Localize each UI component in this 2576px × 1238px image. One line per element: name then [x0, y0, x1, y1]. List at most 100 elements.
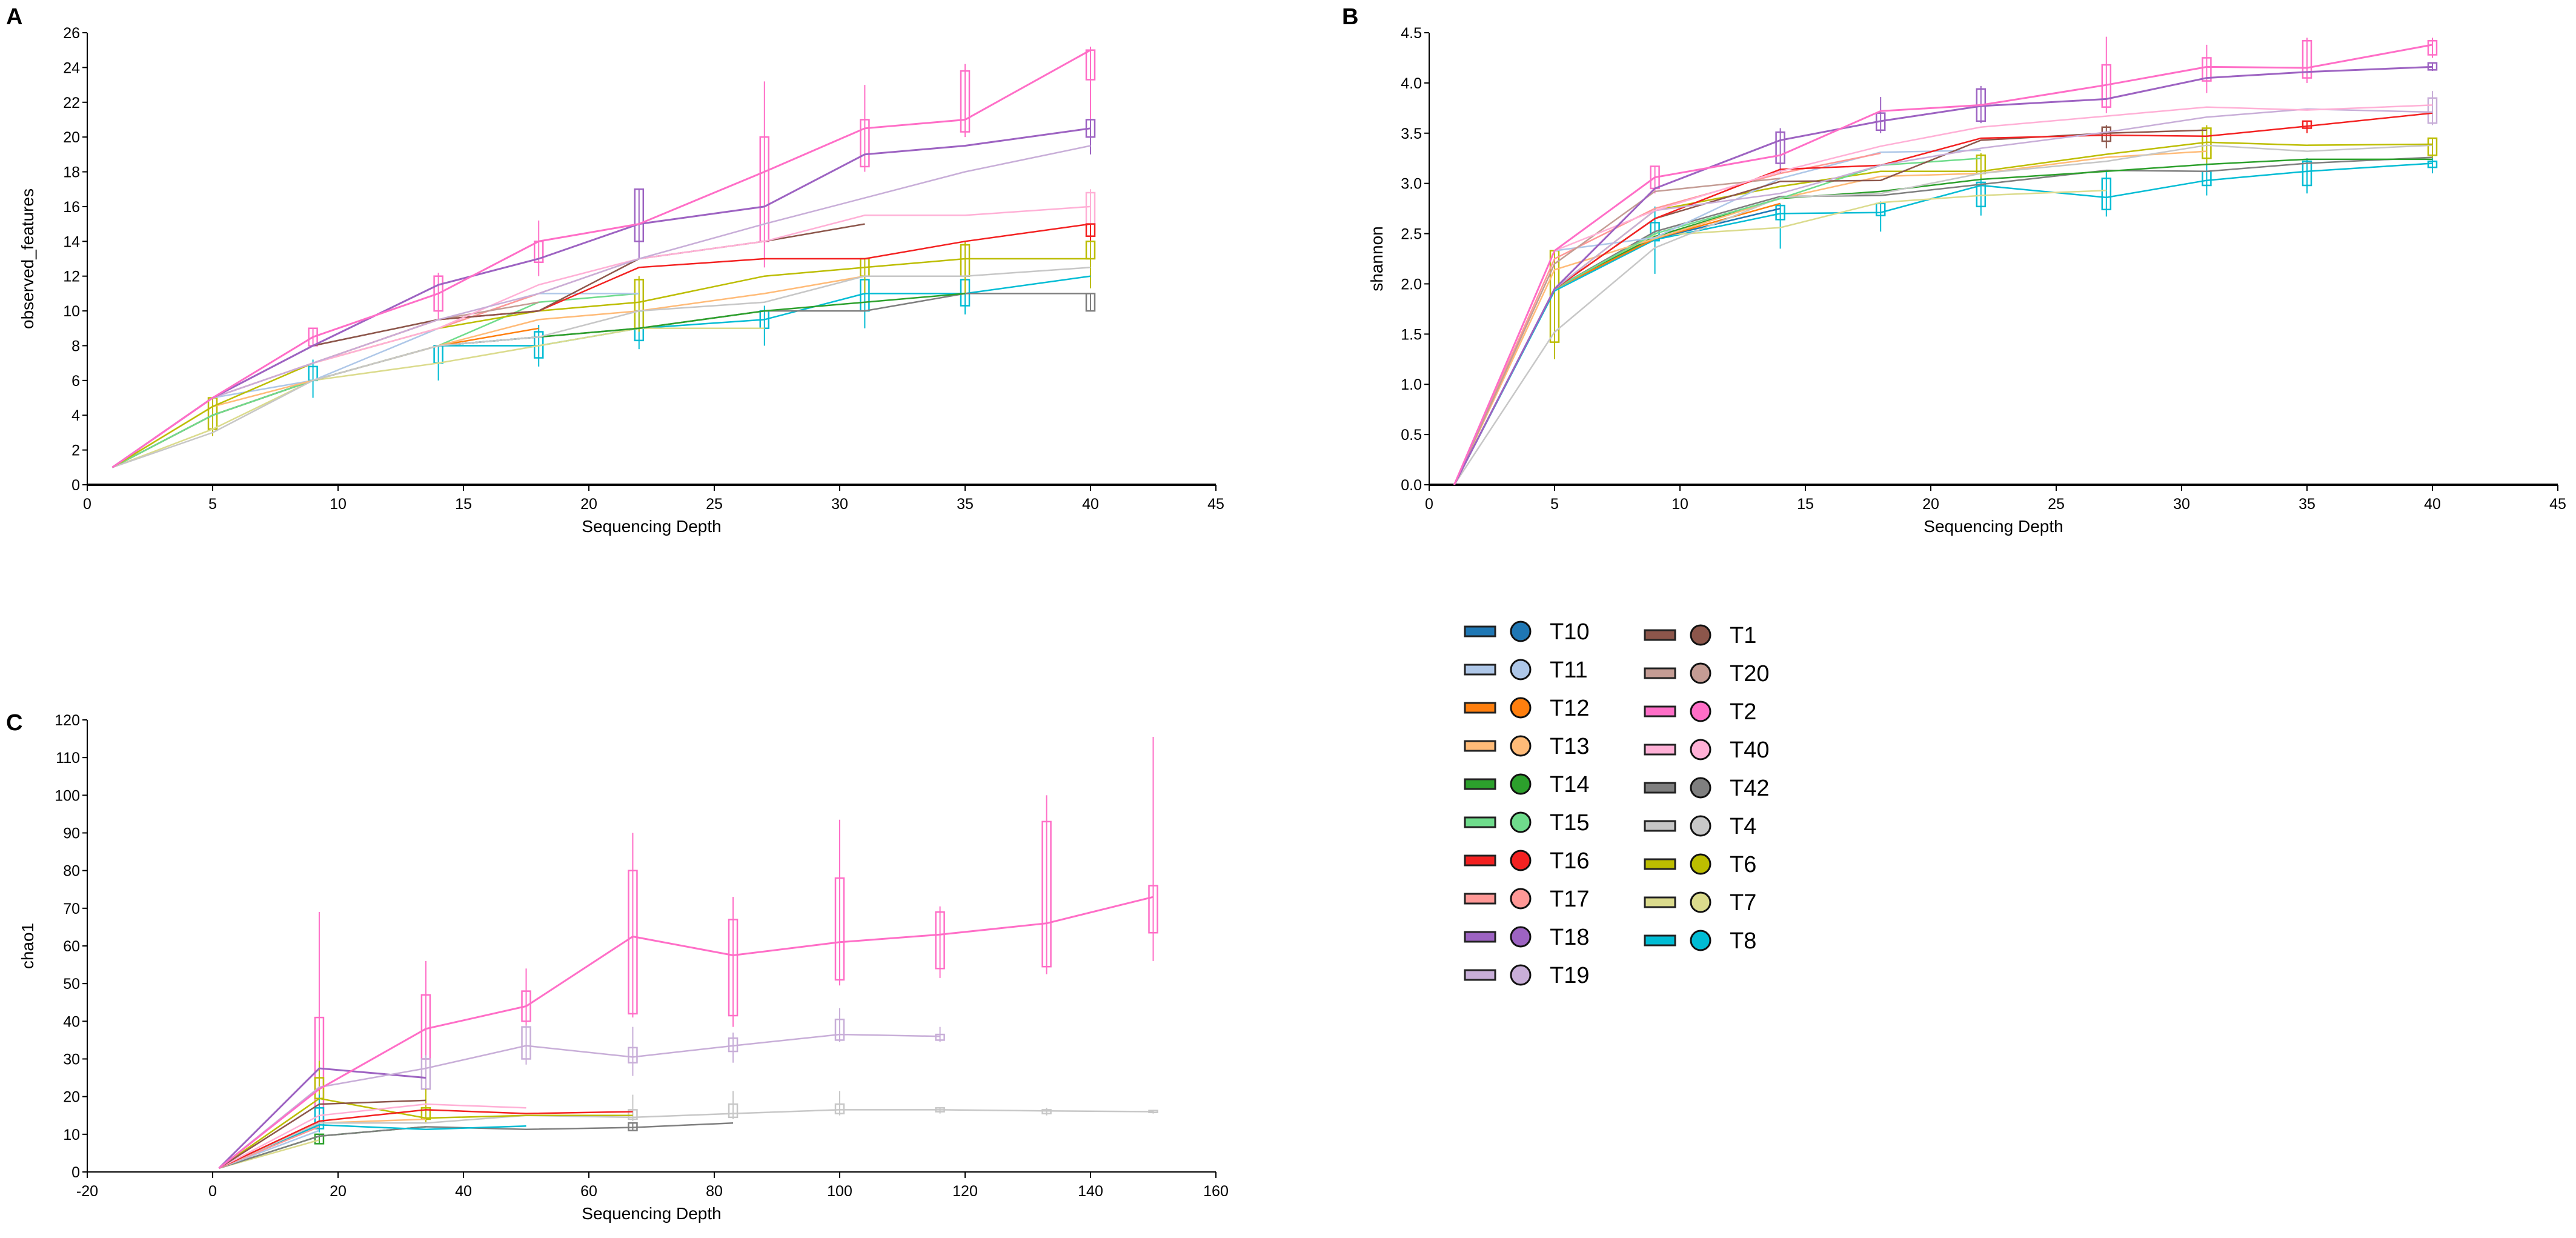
- legend-marker-T11: [1510, 659, 1532, 681]
- x-tick-label: 40: [455, 1183, 472, 1200]
- x-tick-label: 10: [330, 496, 347, 513]
- y-tick-label: 3.0: [1401, 176, 1422, 193]
- series-line-T16: [1453, 112, 2433, 485]
- x-tick-label: 35: [2299, 496, 2315, 513]
- legend-item-T13: T13: [1464, 734, 1589, 759]
- box-T4: [834, 1103, 845, 1114]
- series-line-T16: [218, 1109, 633, 1169]
- series-line-T8: [218, 1124, 526, 1169]
- y-tick-label: 10: [63, 1127, 80, 1143]
- legend-swatch-T12: [1464, 702, 1496, 714]
- series-line-T6: [111, 258, 1090, 468]
- y-tick-label: 22: [63, 95, 80, 111]
- box-T2: [1085, 49, 1096, 81]
- box-T2: [1041, 820, 1052, 968]
- box-T18: [1775, 131, 1785, 164]
- x-tick-label: 35: [957, 496, 974, 513]
- box-T2: [628, 870, 638, 1015]
- y-tick-label: 2.5: [1401, 226, 1422, 243]
- x-tick-label: 80: [706, 1183, 723, 1200]
- legend-label: T2: [1730, 699, 1756, 725]
- series-line-T13: [1453, 150, 2207, 485]
- y-tick-label: 100: [55, 787, 80, 804]
- legend-swatch-T17: [1464, 893, 1496, 905]
- x-tick-label: 10: [1671, 496, 1688, 513]
- y-tick-label: 20: [63, 1089, 80, 1106]
- legend-item-T8: T8: [1644, 928, 1756, 954]
- y-tick-label: 40: [63, 1013, 80, 1030]
- y-tick-label: 2: [71, 442, 80, 459]
- box-T19: [834, 1018, 845, 1041]
- legend-swatch-T13: [1464, 740, 1496, 752]
- x-tick-label: 0: [208, 1183, 217, 1200]
- box-T2: [834, 877, 845, 981]
- legend-item-T42: T42: [1644, 776, 1769, 801]
- legend-item-T7: T7: [1644, 890, 1756, 916]
- x-tick-label: -20: [76, 1183, 98, 1200]
- x-tick-label: 0: [83, 496, 91, 513]
- legend-marker-T7: [1690, 891, 1711, 913]
- series-line-T15: [111, 293, 639, 468]
- x-tick-label: 140: [1078, 1183, 1103, 1200]
- box-T2: [935, 911, 945, 970]
- box-T6: [420, 1107, 431, 1120]
- series-line-T6: [1453, 141, 2433, 485]
- box-T2: [728, 919, 739, 1017]
- legend-marker-T12: [1510, 697, 1532, 719]
- panel-c-chao1: C 0 10 20 30 40 50 60 70 80 90 100 110 120 -20 0 20 40 60…: [6, 710, 1229, 1223]
- legend-label: T12: [1550, 696, 1589, 721]
- box-T4: [728, 1103, 739, 1119]
- y-tick-label: 90: [63, 825, 80, 842]
- box-T2: [2302, 40, 2312, 79]
- panel-label-c: C: [6, 710, 22, 736]
- legend-swatch-T40: [1644, 744, 1676, 756]
- y-tick-label: 8: [71, 338, 80, 354]
- legend-item-T18: T18: [1464, 925, 1589, 950]
- series-line-T12: [111, 327, 539, 468]
- x-tick-label: 5: [1550, 496, 1559, 513]
- box-T2: [860, 119, 870, 168]
- box-T19: [521, 1026, 531, 1060]
- y-tick-label: 80: [63, 863, 80, 880]
- y-tick-label: 70: [63, 900, 80, 917]
- y-tick-label: 0: [71, 1164, 80, 1181]
- box-T8: [1775, 204, 1785, 221]
- series-line-T14: [1453, 158, 2432, 485]
- y-tick-label: 0: [71, 477, 80, 494]
- x-axis-title: Sequencing Depth: [582, 517, 721, 536]
- legend-marker-T2: [1690, 701, 1711, 722]
- legend-marker-T1: [1690, 624, 1711, 646]
- x-tick-label: 30: [831, 496, 848, 513]
- legend-swatch-T8: [1644, 934, 1676, 947]
- y-tick-label: 110: [56, 750, 80, 767]
- box-T2: [521, 990, 531, 1022]
- x-tick-label: 20: [1922, 496, 1939, 513]
- legend-label: T6: [1730, 852, 1756, 877]
- y-tick-label: 14: [63, 233, 80, 250]
- legend-swatch-T15: [1464, 816, 1496, 828]
- legend-swatch-T19: [1464, 969, 1496, 981]
- legend-item-T14: T14: [1464, 772, 1589, 797]
- x-tick-label: 120: [952, 1183, 978, 1200]
- x-axis-title: Sequencing Depth: [582, 1204, 721, 1223]
- box-T16: [2302, 120, 2312, 129]
- y-tick-label: 4.0: [1401, 75, 1422, 92]
- y-tick-label: 3.5: [1401, 125, 1422, 142]
- legend-marker-T20: [1690, 662, 1711, 684]
- y-tick-label: 0.0: [1401, 477, 1422, 494]
- box-T18: [634, 188, 645, 242]
- y-tick-label: 1.5: [1401, 326, 1422, 343]
- series-line-T6: [218, 1097, 633, 1169]
- legend: T10 T11 T12 T13 T14 T15 T16 T17 T18 T19 T1 T20 T2 T40…: [1464, 619, 1769, 988]
- series-line-T2: [111, 49, 1091, 468]
- box-T14: [314, 1133, 325, 1145]
- legend-marker-T40: [1690, 739, 1711, 760]
- legend-label: T15: [1550, 810, 1589, 836]
- legend-item-T16: T16: [1464, 848, 1589, 874]
- x-tick-label: 5: [208, 496, 217, 513]
- legend-marker-T19: [1510, 964, 1532, 986]
- series-line-T19: [111, 145, 1091, 468]
- series-line-T4: [1453, 144, 2433, 485]
- series-line-T20: [1453, 178, 1781, 485]
